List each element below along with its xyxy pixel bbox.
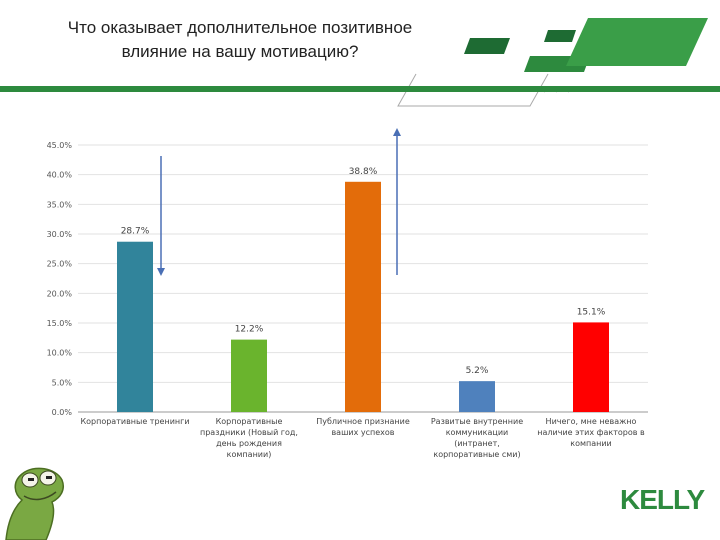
y-tick-label: 45.0% xyxy=(47,141,73,150)
page-title: Что оказывает дополнительное позитивное … xyxy=(30,16,450,64)
y-tick-label: 10.0% xyxy=(47,349,73,358)
data-label: 12.2% xyxy=(235,325,264,335)
category-label: компании) xyxy=(227,450,272,459)
category-label: Развитые внутренние xyxy=(431,417,523,426)
y-tick-label: 30.0% xyxy=(47,230,73,239)
category-label: корпоративные сми) xyxy=(433,450,520,459)
category-label: Публичное признание xyxy=(316,417,410,426)
category-label: день рождения xyxy=(216,439,282,448)
title-line-2: влияние на вашу мотивацию? xyxy=(121,42,359,61)
category-label: (интранет, xyxy=(454,439,500,448)
header-divider xyxy=(0,86,720,92)
category-label: Корпоративные xyxy=(216,417,283,426)
y-tick-label: 35.0% xyxy=(47,200,73,209)
category-label: Корпоративные тренинги xyxy=(80,417,189,426)
y-tick-label: 40.0% xyxy=(47,171,73,180)
data-label: 38.8% xyxy=(349,167,378,177)
bar xyxy=(117,241,153,412)
frog-body xyxy=(5,467,64,540)
frog-pupil-right xyxy=(46,476,52,479)
frog-pupil-left xyxy=(28,478,34,481)
decor-dark-stripe-1 xyxy=(464,38,510,54)
kelly-logo: KELLY xyxy=(620,484,705,515)
decor-green-parallelogram xyxy=(566,18,708,66)
frog-mascot-image xyxy=(5,467,64,540)
data-label: 5.2% xyxy=(466,366,489,376)
bar xyxy=(345,181,381,412)
bar-chart: 0.0% 5.0% 10.0% 15.0% 20.0% 25.0% 30.0% 35.0% 40… xyxy=(47,128,648,459)
title-line-1: Что оказывает дополнительное позитивное xyxy=(67,18,413,37)
decorative-shapes xyxy=(397,18,708,107)
category-label: коммуникации xyxy=(446,428,509,437)
data-label: 28.7% xyxy=(121,227,150,237)
decor-dark-stripe-2 xyxy=(544,30,576,42)
y-tick-label: 20.0% xyxy=(47,289,73,298)
bar xyxy=(231,339,267,412)
y-tick-label: 5.0% xyxy=(52,378,73,387)
category-label: Ничего, мне неважно xyxy=(546,417,637,426)
bar xyxy=(573,322,609,412)
y-tick-label: 15.0% xyxy=(47,319,73,328)
y-tick-label: 0.0% xyxy=(52,408,73,417)
category-label: наличие этих факторов в xyxy=(537,428,645,437)
data-label: 15.1% xyxy=(577,307,606,317)
category-label: праздники (Новый год, xyxy=(200,428,298,437)
category-label: компании xyxy=(570,439,612,448)
bar xyxy=(459,381,495,412)
frog-mouth xyxy=(23,491,57,501)
y-tick-label: 25.0% xyxy=(47,260,73,269)
category-label: ваших успехов xyxy=(331,428,394,437)
